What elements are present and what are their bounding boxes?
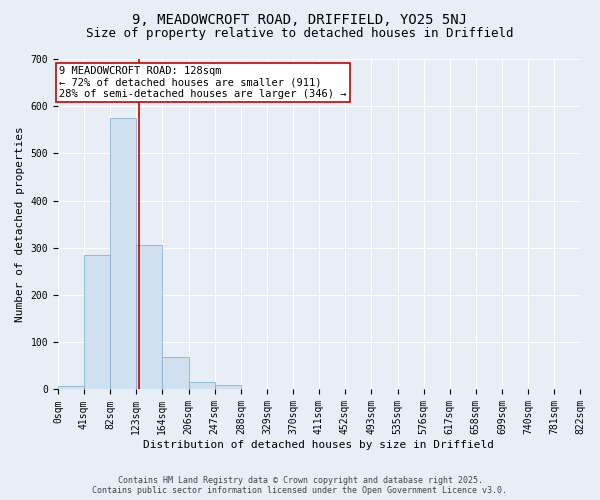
Text: 9, MEADOWCROFT ROAD, DRIFFIELD, YO25 5NJ: 9, MEADOWCROFT ROAD, DRIFFIELD, YO25 5NJ	[133, 12, 467, 26]
Y-axis label: Number of detached properties: Number of detached properties	[15, 126, 25, 322]
Text: Contains HM Land Registry data © Crown copyright and database right 2025.
Contai: Contains HM Land Registry data © Crown c…	[92, 476, 508, 495]
Bar	[189, 382, 215, 390]
Bar	[215, 385, 241, 390]
Bar	[58, 386, 84, 390]
Bar	[162, 358, 189, 390]
Text: 9 MEADOWCROFT ROAD: 128sqm
← 72% of detached houses are smaller (911)
28% of sem: 9 MEADOWCROFT ROAD: 128sqm ← 72% of deta…	[59, 66, 347, 100]
Bar	[136, 246, 162, 390]
Bar	[110, 118, 136, 390]
Bar	[84, 255, 110, 390]
X-axis label: Distribution of detached houses by size in Driffield: Distribution of detached houses by size …	[143, 440, 494, 450]
Text: Size of property relative to detached houses in Driffield: Size of property relative to detached ho…	[86, 28, 514, 40]
